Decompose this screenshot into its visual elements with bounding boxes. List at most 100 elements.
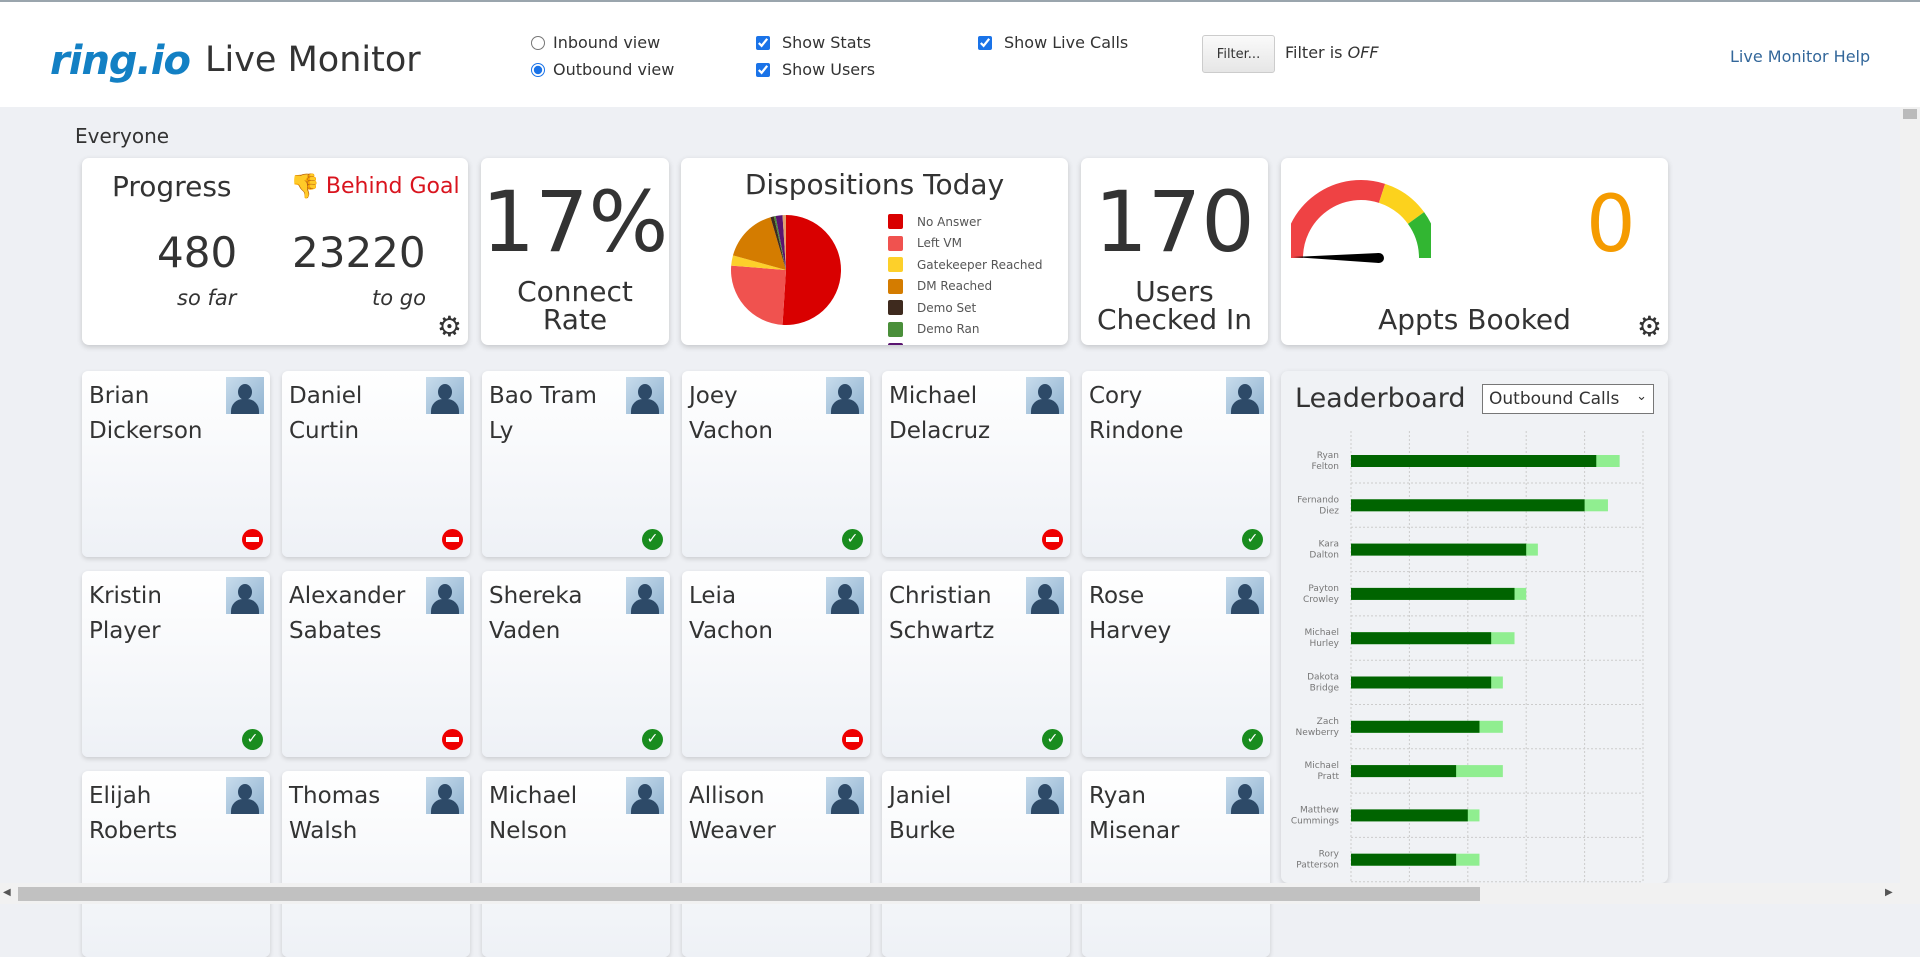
show-live-calls-label: Show Live Calls — [1004, 33, 1129, 52]
legend-item — [888, 340, 1043, 345]
user-card[interactable]: Joey Vachon ✓ — [682, 371, 870, 557]
user-last-name: Harvey — [1089, 618, 1172, 644]
user-card[interactable]: Leia Vachon — [682, 571, 870, 757]
user-card[interactable]: Kristin Player ✓ — [82, 571, 270, 757]
user-name: Christian Schwartz — [889, 579, 1019, 649]
pie-slice[interactable] — [770, 216, 786, 270]
show-stats-input[interactable] — [756, 35, 770, 50]
user-last-name: Dickerson — [89, 418, 203, 444]
user-last-name: Weaver — [689, 818, 776, 844]
user-last-name: Ly — [489, 418, 514, 444]
dispositions-card: Dispositions Today No Answer Left VM Gatek… — [681, 158, 1068, 345]
users-checked-in-card: 170 Users Checked In — [1081, 158, 1268, 345]
user-name: Michael Delacruz — [889, 379, 1019, 449]
user-card[interactable]: Alexander Sabates — [282, 571, 470, 757]
show-live-calls-input[interactable] — [978, 35, 992, 50]
bar-value[interactable] — [1351, 632, 1492, 645]
chevron-down-icon: ⌄ — [1636, 389, 1647, 404]
bar-category-label: Cummings — [1291, 816, 1339, 826]
scroll-right-icon[interactable]: ▶ — [1885, 887, 1893, 898]
bar-value[interactable] — [1351, 543, 1527, 556]
user-name: Thomas Walsh — [289, 779, 419, 849]
bar-category-label: Ryan — [1317, 451, 1339, 461]
pie-slice[interactable] — [782, 215, 841, 325]
user-name: Shereka Vaden — [489, 579, 619, 649]
unavailable-status-icon — [442, 529, 463, 550]
pie-slice[interactable] — [731, 255, 786, 270]
filter-button[interactable]: Filter... — [1202, 35, 1275, 73]
user-card[interactable]: Janiel Burke — [882, 771, 1070, 957]
user-first-name: Michael — [489, 783, 578, 809]
legend-item: Demo Set — [888, 297, 1043, 319]
outbound-view-radio[interactable]: Outbound view — [531, 60, 674, 79]
live-monitor-help-link[interactable]: Live Monitor Help — [1730, 47, 1871, 66]
legend-label: No Answer — [917, 214, 982, 229]
user-last-name: Nelson — [489, 818, 568, 844]
pie-slice[interactable] — [773, 215, 786, 270]
bar-value[interactable] — [1351, 853, 1457, 866]
leaderboard-metric-value: Outbound Calls — [1489, 389, 1620, 409]
bar-category-label: Dakota — [1307, 673, 1339, 683]
inbound-view-radio[interactable]: Inbound view — [531, 33, 660, 52]
user-card[interactable]: Allison Weaver — [682, 771, 870, 957]
connect-rate-card: 17% Connect Rate — [481, 158, 669, 345]
show-stats-checkbox[interactable]: Show Stats — [756, 33, 871, 52]
scroll-left-icon[interactable]: ◀ — [3, 887, 11, 898]
bar-value[interactable] — [1351, 720, 1480, 733]
user-card[interactable]: Christian Schwartz ✓ — [882, 571, 1070, 757]
avatar-placeholder-icon — [626, 377, 664, 414]
user-card[interactable]: Daniel Curtin — [282, 371, 470, 557]
inbound-radio-input[interactable] — [531, 35, 545, 50]
show-live-calls-checkbox[interactable]: Show Live Calls — [978, 33, 1128, 52]
bar-category-label: Kara — [1319, 540, 1339, 550]
bar-value[interactable] — [1351, 455, 1597, 467]
legend-swatch — [888, 300, 903, 316]
bar-value[interactable] — [1351, 676, 1492, 689]
pie-slice[interactable] — [732, 217, 786, 270]
bar-value[interactable] — [1351, 765, 1457, 778]
user-card[interactable]: Ryan Misenar — [1082, 771, 1270, 957]
show-users-checkbox[interactable]: Show Users — [756, 60, 875, 79]
header: ring.io Live Monitor Inbound view Outbou… — [0, 0, 1920, 107]
user-card[interactable]: Shereka Vaden ✓ — [482, 571, 670, 757]
outbound-radio-input[interactable] — [531, 62, 545, 77]
scroll-thumb[interactable] — [1903, 109, 1917, 119]
user-last-name: Vachon — [689, 418, 773, 444]
bar-category-label: Newberry — [1296, 728, 1340, 738]
user-last-name: Delacruz — [889, 418, 991, 444]
pie-legend: No Answer Left VM Gatekeeper Reached DM Rea… — [888, 211, 1043, 345]
user-card[interactable]: Brian Dickerson — [82, 371, 270, 557]
so-far-label: so far — [177, 286, 237, 310]
user-card[interactable]: Rose Harvey ✓ — [1082, 571, 1270, 757]
user-name: Joey Vachon — [689, 379, 819, 449]
show-users-input[interactable] — [756, 62, 770, 77]
user-card[interactable]: Elijah Roberts — [82, 771, 270, 957]
user-card[interactable]: Michael Delacruz — [882, 371, 1070, 557]
pie-slice[interactable] — [731, 265, 786, 325]
bar-value[interactable] — [1351, 809, 1468, 822]
gear-icon[interactable]: ⚙ — [1636, 310, 1662, 343]
scroll-thumb[interactable] — [18, 887, 1480, 901]
horizontal-scrollbar[interactable]: ◀ ▶ — [0, 883, 1920, 904]
bar-value[interactable] — [1351, 499, 1585, 512]
appts-value: 0 — [1586, 180, 1636, 270]
pie-slice[interactable] — [782, 215, 786, 270]
user-last-name: Rindone — [1089, 418, 1184, 444]
bar-value[interactable] — [1351, 587, 1515, 600]
available-status-icon: ✓ — [242, 729, 263, 750]
user-name: Kristin Player — [89, 579, 219, 649]
users-checked-in-value: 170 — [1094, 173, 1255, 271]
user-card[interactable]: Thomas Walsh — [282, 771, 470, 957]
pie-slice[interactable] — [775, 215, 786, 270]
gear-icon[interactable]: ⚙ — [436, 310, 462, 343]
vertical-scrollbar[interactable] — [1900, 107, 1920, 883]
user-card[interactable]: Cory Rindone ✓ — [1082, 371, 1270, 557]
dispositions-pie — [731, 215, 841, 325]
user-card[interactable]: Bao Tram Ly ✓ — [482, 371, 670, 557]
user-card[interactable]: Michael Nelson — [482, 771, 670, 957]
legend-item: Demo Ran — [888, 319, 1043, 341]
leaderboard-metric-select[interactable]: Outbound Calls ⌄ — [1482, 384, 1654, 414]
user-name: Michael Nelson — [489, 779, 619, 849]
avatar-placeholder-icon — [1226, 377, 1264, 414]
legend-item: Left VM — [888, 233, 1043, 255]
